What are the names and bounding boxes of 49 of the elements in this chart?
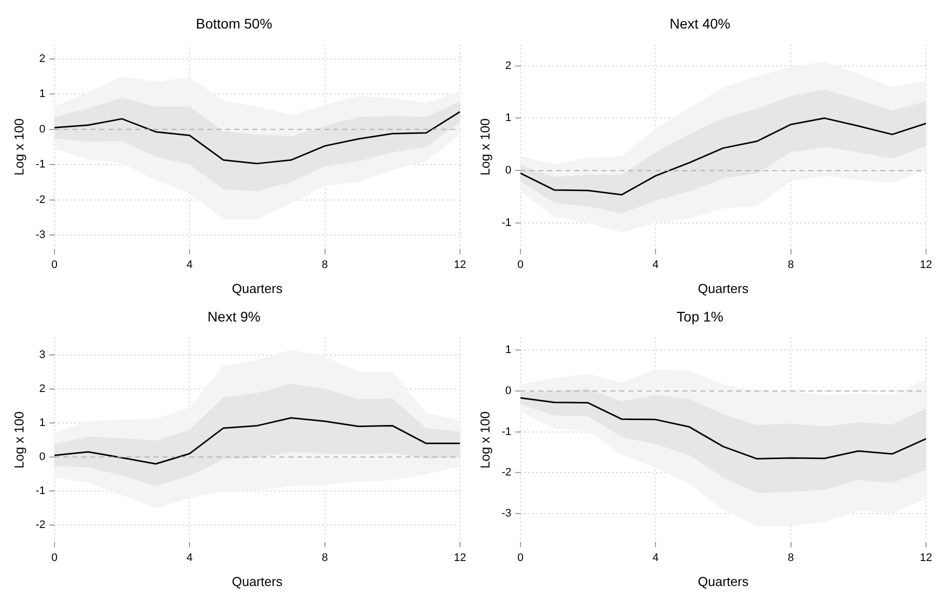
y-tick-label: 0 bbox=[39, 123, 46, 136]
y-tick-label: -3 bbox=[502, 508, 512, 520]
x-axis-title: Quarters bbox=[232, 280, 283, 296]
x-tick-label: 12 bbox=[454, 552, 466, 564]
y-tick-label: -1 bbox=[502, 426, 512, 438]
x-tick-label: 8 bbox=[322, 258, 328, 271]
x-tick-label: 12 bbox=[920, 258, 932, 271]
chart-title: Next 40% bbox=[670, 15, 730, 32]
y-tick-label: 0 bbox=[505, 164, 512, 177]
y-tick-label: 0 bbox=[505, 384, 512, 397]
y-tick-label: 1 bbox=[505, 112, 512, 124]
x-axis-title: Quarters bbox=[232, 574, 283, 589]
x-tick-label: 4 bbox=[186, 552, 193, 564]
y-tick-label: -1 bbox=[36, 485, 46, 498]
chart-title: Top 1% bbox=[676, 308, 724, 324]
x-tick-label: 0 bbox=[51, 552, 58, 564]
x-tick-label: 0 bbox=[517, 258, 524, 271]
y-tick-label: -1 bbox=[36, 158, 46, 171]
y-tick-label: 0 bbox=[39, 451, 46, 464]
y-axis-title: Log x 100 bbox=[11, 118, 26, 176]
y-tick-label: 2 bbox=[39, 382, 46, 395]
x-tick-label: 4 bbox=[652, 258, 659, 271]
x-tick-label: 8 bbox=[322, 552, 328, 564]
y-tick-label: -2 bbox=[36, 194, 46, 206]
y-axis-title: Log x 100 bbox=[477, 118, 492, 176]
y-tick-label: 1 bbox=[39, 417, 46, 429]
y-tick-label: 1 bbox=[505, 344, 512, 356]
chart-title: Bottom 50% bbox=[196, 15, 272, 32]
x-tick-label: 12 bbox=[920, 552, 932, 564]
x-axis-title: Quarters bbox=[698, 574, 749, 589]
x-tick-label: 8 bbox=[788, 552, 794, 564]
y-tick-label: -3 bbox=[36, 229, 46, 242]
chart-title: Next 9% bbox=[208, 308, 260, 324]
x-tick-label: 12 bbox=[454, 258, 466, 271]
x-tick-label: 8 bbox=[788, 258, 794, 271]
y-tick-label: 2 bbox=[39, 52, 46, 65]
y-tick-label: 3 bbox=[39, 348, 46, 361]
y-tick-label: 2 bbox=[505, 60, 512, 72]
x-axis-title: Quarters bbox=[698, 280, 749, 296]
y-axis-title: Log x 100 bbox=[477, 411, 492, 469]
x-tick-label: 0 bbox=[51, 258, 58, 271]
y-tick-label: -2 bbox=[502, 466, 512, 479]
x-tick-label: 0 bbox=[517, 552, 524, 564]
x-tick-label: 4 bbox=[652, 552, 659, 564]
y-tick-label: -1 bbox=[502, 217, 512, 230]
x-tick-label: 4 bbox=[186, 258, 193, 271]
y-axis-title: Log x 100 bbox=[11, 411, 26, 469]
y-tick-label: -2 bbox=[36, 519, 46, 532]
y-tick-label: 1 bbox=[39, 88, 46, 100]
